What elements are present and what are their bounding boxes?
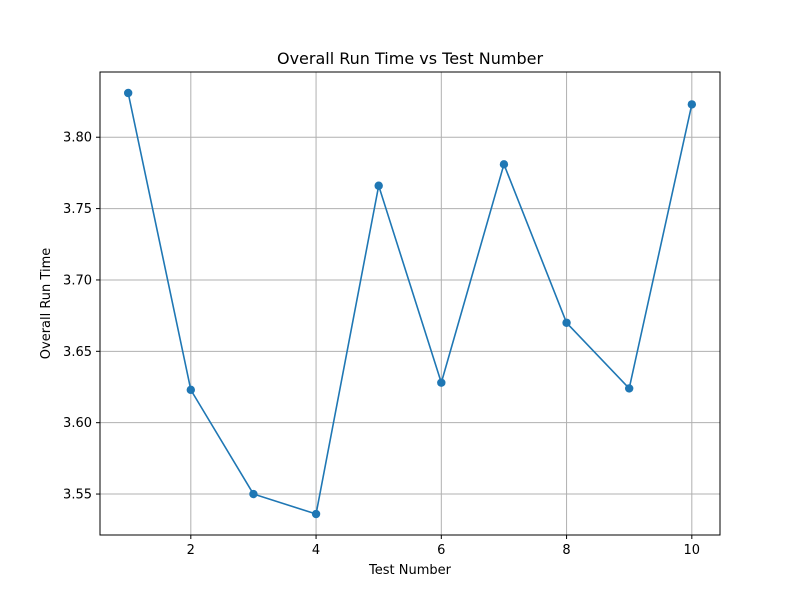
y-tick-label-4: 3.75 xyxy=(63,202,92,217)
data-point-2 xyxy=(186,385,196,395)
x-tick-label-1: 4 xyxy=(312,543,320,558)
y-tick-label-5: 3.80 xyxy=(63,131,92,146)
data-point-5 xyxy=(374,181,383,190)
data-point-3 xyxy=(249,489,258,499)
x-tick-label-0: 2 xyxy=(187,543,195,558)
x-tick-label-4: 10 xyxy=(684,543,701,558)
data-point-9 xyxy=(624,384,634,393)
y-axis-label: Overall Run Time xyxy=(39,248,54,359)
data-point-6 xyxy=(437,378,446,387)
data-point-10 xyxy=(687,100,697,109)
series-line-0 xyxy=(127,92,693,515)
data-point-4 xyxy=(311,509,321,519)
y-axis: 3.55 3.60 3.65 3.70 3.75 3.80 xyxy=(63,131,100,503)
x-tick-label-2: 6 xyxy=(437,543,445,558)
data-point-7 xyxy=(499,160,509,169)
x-axis-label: Test Number xyxy=(368,563,452,578)
y-tick-label-0: 3.55 xyxy=(63,488,92,503)
series-layer xyxy=(123,88,697,519)
y-tick-label-3: 3.70 xyxy=(63,273,92,288)
x-axis: 2 4 6 8 10 xyxy=(187,535,700,558)
grid-lines xyxy=(100,72,720,535)
chart-title: Overall Run Time vs Test Number xyxy=(277,49,543,68)
data-point-8 xyxy=(562,318,571,327)
data-point-1 xyxy=(123,88,133,98)
plot-area-frame xyxy=(99,71,721,536)
y-tick-label-1: 3.60 xyxy=(63,416,92,431)
x-tick-label-3: 8 xyxy=(562,543,570,558)
y-tick-label-2: 3.65 xyxy=(63,345,92,360)
